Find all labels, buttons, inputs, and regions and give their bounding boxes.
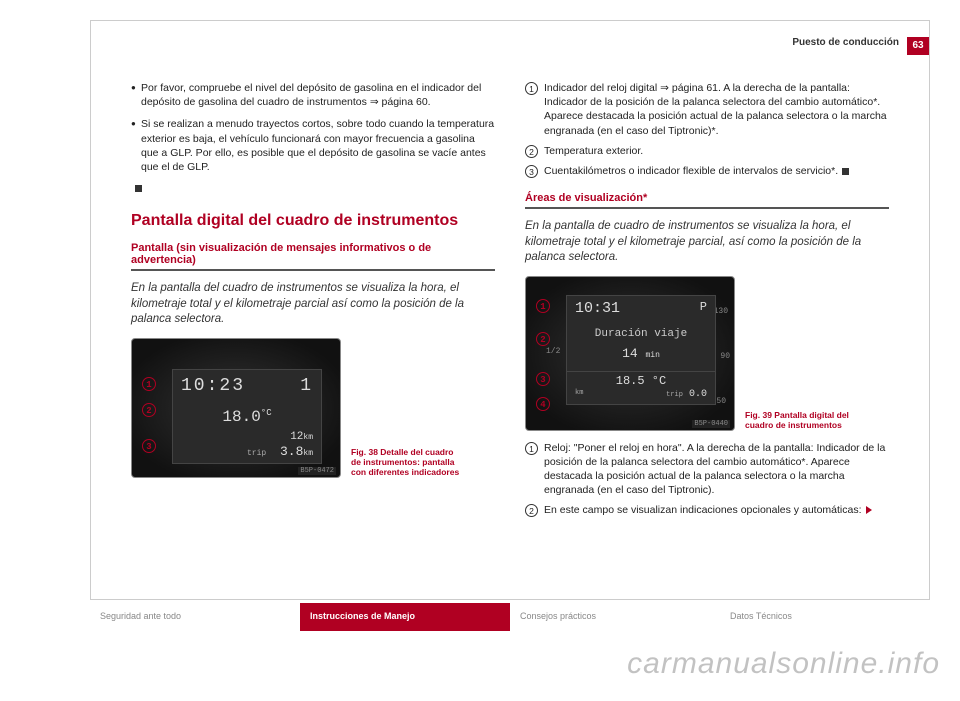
- footer-tabs: Seguridad ante todo Instrucciones de Man…: [90, 603, 930, 631]
- fig39-temp-unit: °C: [652, 374, 666, 388]
- fig38-callout-2: 2: [142, 403, 156, 417]
- fig39-caption: Fig. 39 Pantalla digital del cuadro de i…: [745, 410, 855, 430]
- fig38-temp-value: 18.0: [222, 408, 260, 426]
- item-number: 2: [525, 504, 538, 517]
- fig38-callout-1: 1: [142, 377, 156, 391]
- fig39-ref: B5P-0440: [692, 420, 730, 428]
- item-3-text: Cuentakilómetros o indicador flexible de…: [544, 165, 838, 177]
- item-text: Cuentakilómetros o indicador flexible de…: [544, 164, 849, 178]
- item-text: Indicador del reloj digital ⇒ página 61.…: [544, 81, 889, 138]
- fig39-gear: P: [700, 300, 707, 317]
- fig39-trip-label: trip: [666, 391, 683, 399]
- fig39-callout-2: 2: [536, 332, 550, 346]
- footer-tab-instrucciones[interactable]: Instrucciones de Manejo: [300, 603, 510, 631]
- section-end-marker: [135, 185, 142, 192]
- page-number-tab: 63: [907, 37, 929, 55]
- fig39-label: Duración viaje: [567, 328, 715, 340]
- fig39-callout-4: 4: [536, 397, 550, 411]
- intro-italic: En la pantalla del cuadro de instrumento…: [131, 281, 495, 328]
- fig38-screen: 10:23 1 18.0°C 12km trip 3.8km: [172, 369, 322, 464]
- fig38-odo-value: 12: [290, 431, 303, 443]
- fig39-row-time: 10:31 P: [575, 300, 707, 317]
- left-column: Por favor, compruebe el nivel del depósi…: [131, 81, 495, 599]
- fig38-trip-label: trip: [247, 449, 266, 458]
- fig38-image: 10:23 1 18.0°C 12km trip 3.8km: [131, 338, 341, 478]
- fig38-trip-value: 3.8: [280, 444, 303, 459]
- fig38-row-time: 10:23 1: [181, 376, 313, 396]
- fig38-odo: 12km: [290, 431, 313, 443]
- fig38-temp-unit: °C: [261, 408, 272, 418]
- fig38-ref: B5P-0472: [298, 467, 336, 475]
- bullet-item: Por favor, compruebe el nivel del depósi…: [131, 81, 495, 109]
- fuel-gauge-half: 1/2: [546, 347, 560, 356]
- fig39-time: 10:31: [575, 300, 620, 317]
- numbered-item: 1 Indicador del reloj digital ⇒ página 6…: [525, 81, 889, 138]
- bullet-item: Si se realizan a menudo trayectos cortos…: [131, 117, 495, 174]
- subheading-red: Pantalla (sin visualización de mensajes …: [131, 242, 495, 271]
- figure-38: 10:23 1 18.0°C 12km trip 3.8km: [131, 338, 495, 478]
- numbered-item: 3 Cuentakilómetros o indicador flexible …: [525, 164, 889, 178]
- fig39-image: 1/2 130 90 50 10:31 P Duración viaje 14 …: [525, 276, 735, 431]
- fig39-callout-3: 3: [536, 372, 550, 386]
- item-text: En este campo se visualizan indicaciones…: [544, 503, 872, 517]
- item-2b-text: En este campo se visualizan indicaciones…: [544, 504, 862, 516]
- numbered-item: 2 En este campo se visualizan indicacion…: [525, 503, 889, 517]
- continue-arrow-icon: [866, 506, 872, 514]
- fig38-odo-unit: km: [303, 433, 313, 442]
- fig39-value: 14 min: [567, 346, 715, 361]
- footer-tab-seguridad[interactable]: Seguridad ante todo: [90, 603, 300, 631]
- fig39-bottom: km trip 0.0: [575, 389, 707, 400]
- fig39-km-label: km: [575, 389, 583, 400]
- figure-39: 1/2 130 90 50 10:31 P Duración viaje 14 …: [525, 276, 889, 431]
- fig39-value-unit: min: [646, 351, 660, 360]
- item-number: 2: [525, 145, 538, 158]
- section-end-marker: [842, 168, 849, 175]
- fig38-trip-unit: km: [303, 449, 313, 458]
- fig38-trip: trip 3.8km: [247, 444, 313, 459]
- right-column: 1 Indicador del reloj digital ⇒ página 6…: [525, 81, 889, 599]
- watermark: carmanualsonline.info: [627, 647, 940, 681]
- fig39-callout-1: 1: [536, 299, 550, 313]
- content: Por favor, compruebe el nivel del depósi…: [131, 81, 889, 599]
- item-number: 1: [525, 442, 538, 455]
- page: Puesto de conducción 63 Por favor, compr…: [90, 20, 930, 600]
- fig39-screen: 10:31 P Duración viaje 14 min 18.5 °C km: [566, 295, 716, 405]
- temp-gauge-90: 90: [720, 352, 730, 361]
- footer-tab-consejos[interactable]: Consejos prácticos: [510, 603, 720, 631]
- fig39-value-num: 14: [622, 346, 638, 361]
- numbered-item: 2 Temperatura exterior.: [525, 144, 889, 158]
- heading-red: Pantalla digital del cuadro de instrumen…: [131, 212, 495, 230]
- fig38-caption: Fig. 38 Detalle del cuadro de instrument…: [351, 447, 461, 478]
- fig38-gear: 1: [300, 376, 313, 396]
- fig38-time: 10:23: [181, 376, 245, 396]
- item-text: Reloj: "Poner el reloj en hora". A la de…: [544, 441, 889, 498]
- item-text: Temperatura exterior.: [544, 144, 643, 158]
- temp-gauge-50: 50: [716, 397, 726, 406]
- numbered-item: 1 Reloj: "Poner el reloj en hora". A la …: [525, 441, 889, 498]
- footer-tab-datos[interactable]: Datos Técnicos: [720, 603, 930, 631]
- subheading-red: Áreas de visualización*: [525, 192, 889, 209]
- section-title: Puesto de conducción: [792, 37, 899, 48]
- fig39-temp: 18.5 °C: [567, 371, 715, 388]
- item-number: 3: [525, 165, 538, 178]
- fig38-temp: 18.0°C: [181, 408, 313, 426]
- fig38-callout-3: 3: [142, 439, 156, 453]
- item-number: 1: [525, 82, 538, 95]
- intro-italic: En la pantalla de cuadro de instrumentos…: [525, 219, 889, 266]
- fig39-trip-value: 0.0: [689, 389, 707, 400]
- fig39-temp-value: 18.5: [616, 374, 645, 388]
